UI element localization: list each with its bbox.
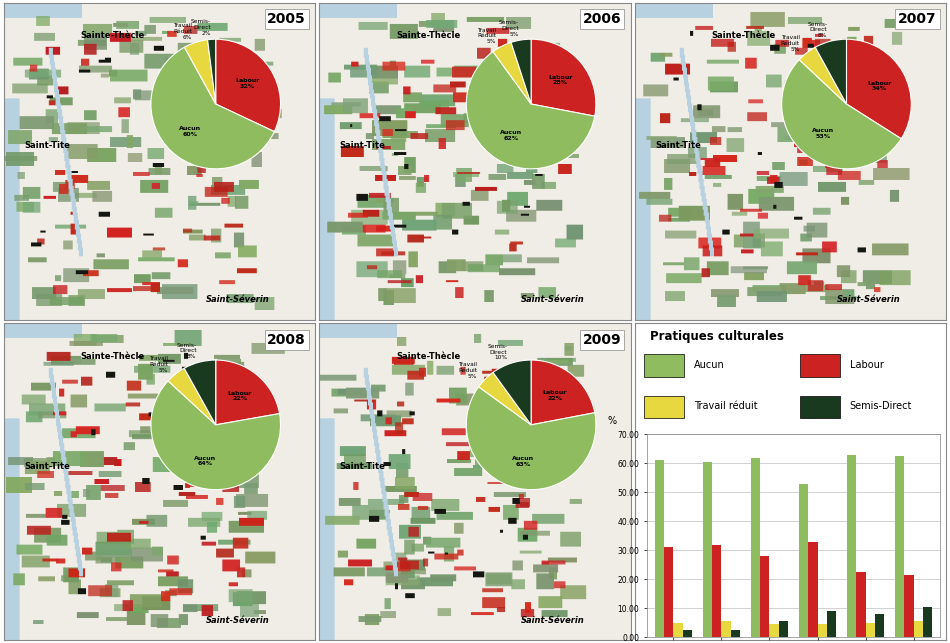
Text: Saint-Tite: Saint-Tite — [25, 462, 70, 471]
Text: Semis-Direct: Semis-Direct — [849, 401, 912, 411]
Bar — [644, 395, 684, 418]
Text: 2005: 2005 — [267, 12, 306, 26]
Text: Travail réduit: Travail réduit — [694, 401, 757, 411]
Bar — [644, 354, 684, 377]
Bar — [800, 395, 840, 418]
Text: Saint-Séverin: Saint-Séverin — [521, 294, 585, 303]
Text: Sainte-Thècle: Sainte-Thècle — [81, 31, 145, 40]
Text: Sainte-Thècle: Sainte-Thècle — [712, 31, 776, 40]
Text: Saint-Séverin: Saint-Séverin — [205, 294, 270, 303]
Text: 2009: 2009 — [583, 333, 621, 347]
Text: 2007: 2007 — [899, 12, 937, 26]
Text: Pratiques culturales: Pratiques culturales — [650, 330, 784, 343]
Text: 2006: 2006 — [583, 12, 621, 26]
Text: Labour: Labour — [849, 359, 884, 370]
Text: Aucun: Aucun — [694, 359, 725, 370]
Text: Saint-Séverin: Saint-Séverin — [521, 615, 585, 624]
Text: Saint-Séverin: Saint-Séverin — [836, 294, 901, 303]
Text: Saint-Tite: Saint-Tite — [340, 141, 386, 150]
Text: Sainte-Thècle: Sainte-Thècle — [396, 31, 461, 40]
Text: Sainte-Thècle: Sainte-Thècle — [396, 352, 461, 361]
Text: Saint-Tite: Saint-Tite — [656, 141, 701, 150]
Text: Saint-Tite: Saint-Tite — [340, 462, 386, 471]
Text: 2008: 2008 — [267, 333, 306, 347]
Text: Saint-Tite: Saint-Tite — [25, 141, 70, 150]
Bar — [800, 354, 840, 377]
Text: Saint-Séverin: Saint-Séverin — [205, 615, 270, 624]
Text: Sainte-Thècle: Sainte-Thècle — [81, 352, 145, 361]
